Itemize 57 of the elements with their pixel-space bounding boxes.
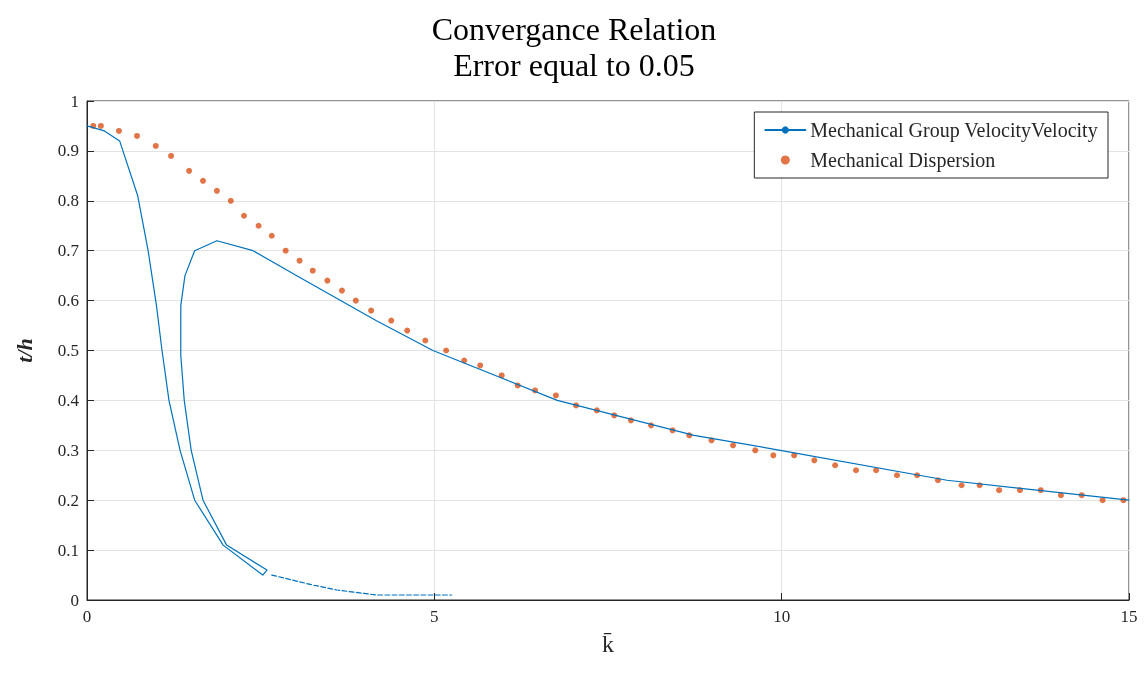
point (255, 222, 262, 229)
point (388, 317, 395, 324)
y-axis-title: t/h (11, 338, 37, 363)
point (268, 232, 275, 239)
point (227, 197, 234, 204)
legend-label: Mechanical Group VelocityVelocity (810, 119, 1098, 142)
point (752, 447, 759, 454)
point (296, 257, 303, 264)
point (168, 152, 175, 159)
y-tick-label: 0 (70, 590, 79, 610)
point (352, 297, 359, 304)
point (832, 462, 839, 469)
point (282, 247, 289, 254)
point (958, 482, 965, 489)
point (552, 392, 559, 399)
point (893, 472, 900, 479)
point (853, 467, 859, 474)
x-tick-label: 5 (430, 607, 439, 626)
line-series (86, 125, 1130, 576)
chart-title: Convergance Relation (431, 11, 717, 47)
point (873, 467, 880, 474)
y-tick-label: 0.5 (57, 341, 79, 360)
y-tick-label: 0.8 (57, 191, 79, 211)
y-tick-label: 0.6 (57, 291, 79, 311)
point (97, 122, 104, 129)
x-axis-title: k̄ (602, 631, 614, 657)
x-tick-label: 10 (773, 607, 791, 626)
point (186, 167, 193, 174)
chart-subtitle: Error equal to 0.05 (453, 47, 695, 83)
y-tick-label: 0.3 (57, 440, 79, 460)
x-tick-label: 0 (82, 607, 92, 626)
point (115, 127, 122, 134)
x-tick-label: 15 (1120, 607, 1138, 626)
point (996, 487, 1003, 494)
y-tick-label: 0.1 (57, 540, 79, 560)
point (241, 212, 247, 219)
point (309, 267, 316, 274)
point (770, 452, 777, 459)
point (368, 307, 375, 314)
point (338, 287, 345, 294)
point (152, 142, 159, 149)
point (200, 177, 207, 184)
line-series (271, 574, 453, 596)
y-tick-label: 0.2 (57, 490, 79, 510)
y-tick-label: 0.7 (57, 241, 80, 261)
point (324, 277, 331, 284)
point (213, 187, 220, 194)
legend-label: Mechanical Dispersion (810, 149, 996, 172)
point (443, 347, 450, 354)
y-tick-label: 1 (70, 91, 79, 111)
point (730, 442, 737, 449)
y-tick-label: 0.9 (57, 141, 79, 161)
y-tick-label: 0.4 (57, 390, 80, 410)
point (134, 132, 141, 139)
point (477, 362, 484, 369)
point (404, 327, 411, 334)
point (811, 457, 818, 464)
